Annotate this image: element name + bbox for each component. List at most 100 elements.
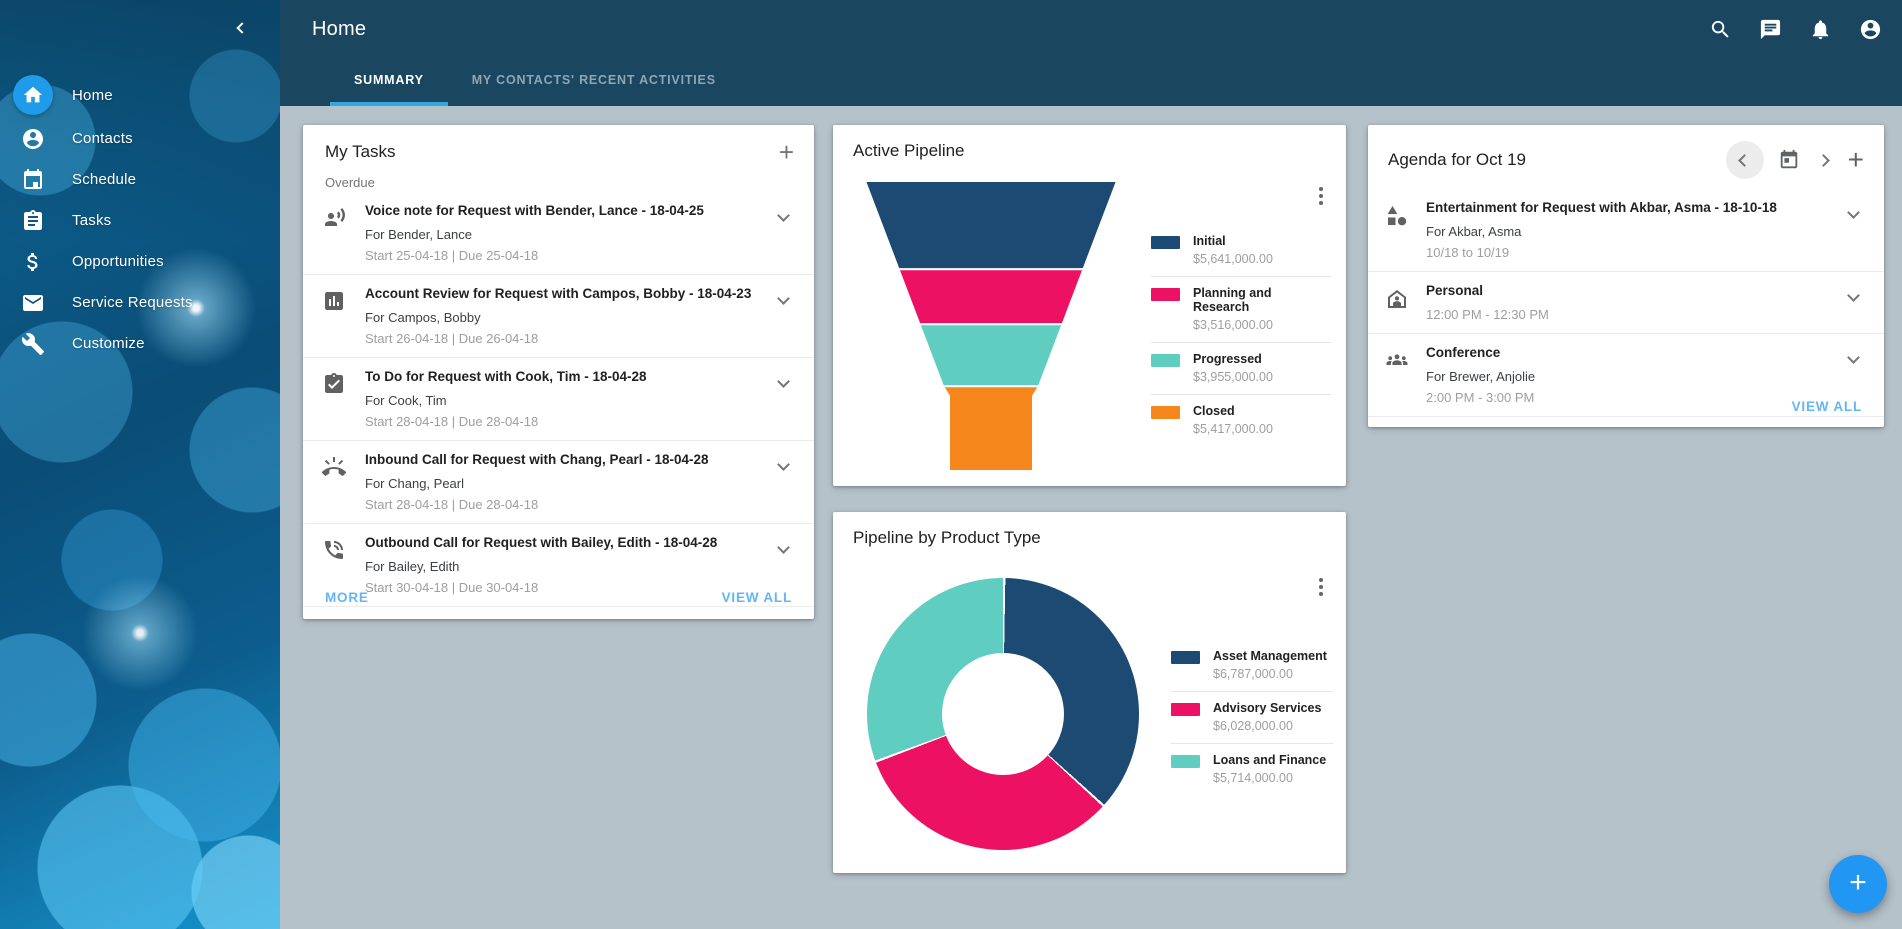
group-icon xyxy=(1368,345,1426,405)
todo-icon xyxy=(303,369,365,429)
task-row[interactable]: To Do for Request with Cook, Tim - 18-04… xyxy=(303,358,814,441)
legend-value: $6,787,000.00 xyxy=(1213,667,1293,681)
agenda-row[interactable]: Entertainment for Request with Akbar, As… xyxy=(1368,189,1884,272)
page-title: Home xyxy=(312,17,367,40)
sidebar-collapse-button[interactable] xyxy=(228,14,256,42)
sidebar-item-label: Opportunities xyxy=(72,253,164,270)
legend-value: $5,417,000.00 xyxy=(1193,422,1273,436)
sidebar-item-tasks[interactable]: Tasks xyxy=(0,200,280,241)
card-title: Active Pipeline xyxy=(853,141,965,160)
task-row[interactable]: Account Review for Request with Campos, … xyxy=(303,275,814,358)
expand-task-button[interactable] xyxy=(766,203,800,263)
sidebar-item-opportunities[interactable]: Opportunities xyxy=(0,241,280,282)
add-appointment-icon[interactable]: + xyxy=(1847,144,1864,175)
task-row[interactable]: Inbound Call for Request with Chang, Pea… xyxy=(303,441,814,524)
task-row[interactable]: Outbound Call for Request with Bailey, E… xyxy=(303,524,814,607)
add-task-icon[interactable]: + xyxy=(778,137,794,167)
kebab-menu-icon[interactable] xyxy=(1319,578,1323,599)
legend-item: Advisory Services $6,028,000.00 xyxy=(1171,691,1333,743)
contacts-icon xyxy=(0,127,66,151)
chevron-down-icon xyxy=(1846,289,1860,302)
account-icon[interactable] xyxy=(1859,18,1882,41)
task-contact: For Bailey, Edith xyxy=(365,559,460,574)
agenda-prev-button[interactable] xyxy=(1725,141,1764,179)
legend-label: Planning and Research xyxy=(1193,286,1272,314)
legend-chip xyxy=(1171,703,1200,716)
legend-value: $6,028,000.00 xyxy=(1213,719,1293,733)
clipboard-icon xyxy=(0,209,66,233)
task-dates: Start 28-04-18 | Due 28-04-18 xyxy=(365,414,539,429)
tab-bar: SUMMARY MY CONTACTS' RECENT ACTIVITIES xyxy=(280,58,1902,106)
legend-item: Asset Management $6,787,000.00 xyxy=(1171,640,1333,691)
sidebar-item-customize[interactable]: Customize xyxy=(0,323,280,364)
funnel-segment-planning xyxy=(897,268,1085,326)
chevron-down-icon xyxy=(776,375,790,388)
tab-summary[interactable]: SUMMARY xyxy=(330,58,448,106)
sidebar-item-label: Contacts xyxy=(72,130,133,147)
legend-label: Initial xyxy=(1193,234,1226,248)
chevron-right-icon xyxy=(1817,153,1831,167)
home-icon xyxy=(0,75,66,115)
legend-label: Closed xyxy=(1193,404,1235,418)
chat-icon[interactable] xyxy=(1759,18,1782,41)
task-contact: For Bender, Lance xyxy=(365,227,472,242)
search-icon[interactable] xyxy=(1709,18,1732,41)
legend-label: Asset Management xyxy=(1213,649,1327,663)
agenda-title: Entertainment for Request with Akbar, As… xyxy=(1426,200,1777,215)
agenda-time: 12:00 PM - 12:30 PM xyxy=(1426,307,1549,322)
agenda-next-button[interactable] xyxy=(1814,153,1834,167)
legend-label: Loans and Finance xyxy=(1213,753,1327,767)
expand-task-button[interactable] xyxy=(766,452,800,512)
card-title: Pipeline by Product Type xyxy=(853,528,1041,547)
chevron-down-icon xyxy=(776,209,790,222)
more-button[interactable]: MORE xyxy=(325,589,369,605)
view-all-button[interactable]: VIEW ALL xyxy=(721,589,792,605)
legend-item: Initial $5,641,000.00 xyxy=(1151,225,1331,276)
sidebar: Home Contacts Schedule Tasks xyxy=(0,0,280,929)
funnel-segment-closed xyxy=(941,385,1041,471)
task-title: To Do for Request with Cook, Tim - 18-04… xyxy=(365,369,647,384)
sidebar-item-service-requests[interactable]: Service Requests xyxy=(0,282,280,323)
task-row[interactable]: Voice note for Request with Bender, Lanc… xyxy=(303,192,814,275)
view-all-button[interactable]: VIEW ALL xyxy=(1791,398,1862,414)
donut-legend: Asset Management $6,787,000.00 Advisory … xyxy=(1171,640,1333,795)
agenda-row[interactable]: Conference For Brewer, Anjolie 2:00 PM -… xyxy=(1368,334,1884,417)
chevron-down-icon xyxy=(776,541,790,554)
legend-chip xyxy=(1151,236,1180,249)
agenda-card: Agenda for Oct 19 + Entertainment for Re… xyxy=(1368,125,1884,427)
legend-item: Progressed $3,955,000.00 xyxy=(1151,342,1331,394)
dollar-icon xyxy=(0,250,66,274)
active-pipeline-card: Active Pipeline Initial $5,641,000.00 Pl… xyxy=(833,125,1346,486)
legend-chip xyxy=(1171,651,1200,664)
sidebar-item-label: Service Requests xyxy=(72,294,193,311)
calendar-icon[interactable] xyxy=(1778,149,1800,171)
agenda-time: 10/18 to 10/19 xyxy=(1426,245,1510,260)
envelope-icon xyxy=(0,291,66,315)
tab-recent-activities[interactable]: MY CONTACTS' RECENT ACTIVITIES xyxy=(448,58,740,106)
create-fab-button[interactable]: + xyxy=(1829,855,1887,913)
chevron-down-icon xyxy=(776,292,790,305)
legend-label: Progressed xyxy=(1193,352,1262,366)
expand-task-button[interactable] xyxy=(766,286,800,346)
legend-value: $3,955,000.00 xyxy=(1193,370,1273,384)
legend-label: Advisory Services xyxy=(1213,701,1322,715)
expand-agenda-button[interactable] xyxy=(1836,283,1870,322)
legend-chip xyxy=(1151,354,1180,367)
top-bar: Home xyxy=(280,0,1902,58)
notifications-icon[interactable] xyxy=(1809,18,1832,41)
sidebar-item-home[interactable]: Home xyxy=(0,72,280,118)
funnel-legend: Initial $5,641,000.00 Planning and Resea… xyxy=(1151,225,1331,446)
task-title: Account Review for Request with Campos, … xyxy=(365,286,752,301)
legend-item: Closed $5,417,000.00 xyxy=(1151,394,1331,446)
expand-task-button[interactable] xyxy=(766,369,800,429)
sidebar-item-schedule[interactable]: Schedule xyxy=(0,159,280,200)
expand-agenda-button[interactable] xyxy=(1836,200,1870,260)
sidebar-item-contacts[interactable]: Contacts xyxy=(0,118,280,159)
legend-item: Planning and Research $3,516,000.00 xyxy=(1151,276,1331,342)
agenda-row[interactable]: Personal 12:00 PM - 12:30 PM xyxy=(1368,272,1884,334)
outbound-call-icon xyxy=(303,535,365,595)
task-dates: Start 25-04-18 | Due 25-04-18 xyxy=(365,248,539,263)
kebab-menu-icon[interactable] xyxy=(1319,187,1323,208)
task-title: Outbound Call for Request with Bailey, E… xyxy=(365,535,718,550)
donut-hole xyxy=(942,653,1064,775)
